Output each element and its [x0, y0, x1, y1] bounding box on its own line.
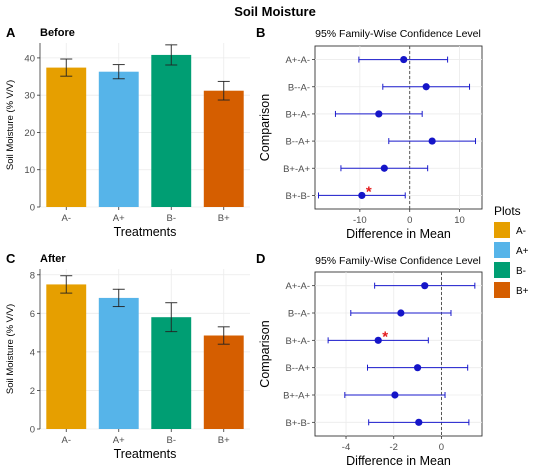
x-tick-label: 0	[407, 215, 412, 226]
x-tick-label: -10	[353, 215, 367, 226]
y-axis-label: Comparison	[258, 320, 272, 387]
x-tick-label: B+	[218, 435, 230, 446]
y-tick-label: 0	[30, 203, 35, 214]
bar	[203, 335, 244, 429]
y-tick-label: A+-A-	[285, 55, 310, 66]
estimate-point	[428, 137, 436, 145]
legend-label: B-	[516, 266, 526, 277]
estimate-point	[422, 83, 430, 91]
x-tick-label: -4	[342, 442, 350, 453]
y-tick-label: 20	[24, 128, 35, 139]
y-tick-label: 8	[30, 270, 35, 281]
estimate-point	[421, 282, 429, 290]
x-tick-label: A-	[62, 213, 72, 224]
legend-swatch	[494, 222, 510, 238]
y-axis-label: Soil Moisture (% V/V)	[5, 80, 16, 170]
panel-border	[314, 271, 483, 437]
bar	[98, 71, 139, 207]
x-tick-label: 0	[439, 442, 444, 453]
panel-a-bar-chart: A Before A- A+ B- B+ 0 10 20 30 40 Treatments Soil…	[5, 25, 250, 239]
estimate-point	[413, 364, 422, 372]
bar	[46, 67, 87, 207]
significance-mark: *	[366, 183, 372, 200]
y-tick-label: B--A+	[285, 137, 310, 148]
legend-swatch	[494, 282, 510, 298]
legend-title: Plots	[494, 204, 521, 218]
y-tick-label: B--A+	[285, 363, 310, 374]
x-tick-label: -2	[390, 442, 398, 453]
y-tick-label: 10	[24, 165, 35, 176]
estimate-point	[358, 191, 366, 200]
panel-border	[314, 45, 483, 210]
x-tick-label: B+	[218, 213, 230, 224]
panel-letter-c: C	[6, 251, 16, 266]
x-axis-label: Treatments	[114, 447, 177, 461]
y-tick-label: 0	[30, 425, 35, 436]
bar	[151, 54, 192, 207]
legend-swatch	[494, 242, 510, 258]
bar	[203, 90, 244, 207]
legend-label: A-	[516, 226, 526, 237]
x-tick-label: A-	[62, 435, 72, 446]
y-tick-label: B+-A-	[285, 109, 310, 120]
y-tick-label: 2	[30, 386, 35, 397]
figure-title: Soil Moisture	[234, 4, 316, 19]
x-tick-label: A+	[113, 435, 125, 446]
estimate-point	[397, 309, 405, 317]
x-tick-label: 10	[454, 215, 465, 226]
legend: Plots A- A+ B- B+	[494, 204, 529, 298]
panel-letter-b: B	[256, 25, 265, 40]
bar	[46, 284, 87, 429]
panel-a-subtitle: Before	[40, 27, 75, 39]
panel-c-bar-chart: C After A- A+ B- B+ 0 2 4 6 8 Treatments Soil Mois…	[5, 251, 250, 461]
y-tick-label: 30	[24, 91, 35, 102]
y-tick-label: B+-A+	[283, 164, 310, 175]
y-tick-label: B+-A+	[283, 391, 310, 402]
y-tick-label: 6	[30, 309, 35, 320]
bar	[98, 297, 139, 429]
panel-b-title: 95% Family-Wise Confidence Level	[315, 28, 481, 40]
y-tick-label: 40	[24, 53, 35, 64]
estimate-point	[391, 391, 399, 399]
x-tick-label: B-	[167, 213, 177, 224]
panel-letter-a: A	[6, 25, 16, 40]
estimate-point	[374, 336, 382, 344]
legend-label: B+	[516, 286, 529, 297]
x-tick-label: B-	[167, 435, 177, 446]
y-axis-label: Soil Moisture (% V/V)	[5, 304, 16, 394]
estimate-point	[415, 418, 423, 426]
estimate-point	[380, 164, 388, 172]
y-tick-label: B+-B-	[285, 418, 310, 429]
panel-d-title: 95% Family-Wise Confidence Level	[315, 255, 481, 267]
x-tick-label: A+	[113, 213, 125, 224]
panel-d-confidence-plot: D 95% Family-Wise Confidence Level A+-A-…	[256, 251, 483, 468]
y-tick-label: B+-B-	[285, 191, 310, 202]
panel-letter-d: D	[256, 251, 265, 266]
estimate-point	[400, 55, 408, 64]
bar	[151, 317, 192, 429]
legend-label: A+	[516, 246, 529, 257]
legend-swatch	[494, 262, 510, 278]
y-axis-label: Comparison	[258, 94, 272, 161]
y-tick-label: B--A-	[288, 82, 310, 93]
y-tick-label: B+-A-	[285, 336, 310, 347]
x-axis-label: Difference in Mean	[346, 454, 451, 468]
x-axis-label: Difference in Mean	[346, 227, 451, 241]
x-axis-label: Treatments	[114, 225, 177, 239]
panel-b-confidence-plot: B 95% Family-Wise Confidence Level A+-A-…	[256, 25, 483, 241]
significance-mark: *	[382, 328, 388, 345]
y-tick-label: A+-A-	[285, 281, 310, 292]
y-tick-label: 4	[30, 347, 35, 358]
estimate-point	[375, 110, 383, 118]
panel-c-subtitle: After	[40, 253, 66, 265]
y-tick-label: B--A-	[288, 309, 310, 320]
